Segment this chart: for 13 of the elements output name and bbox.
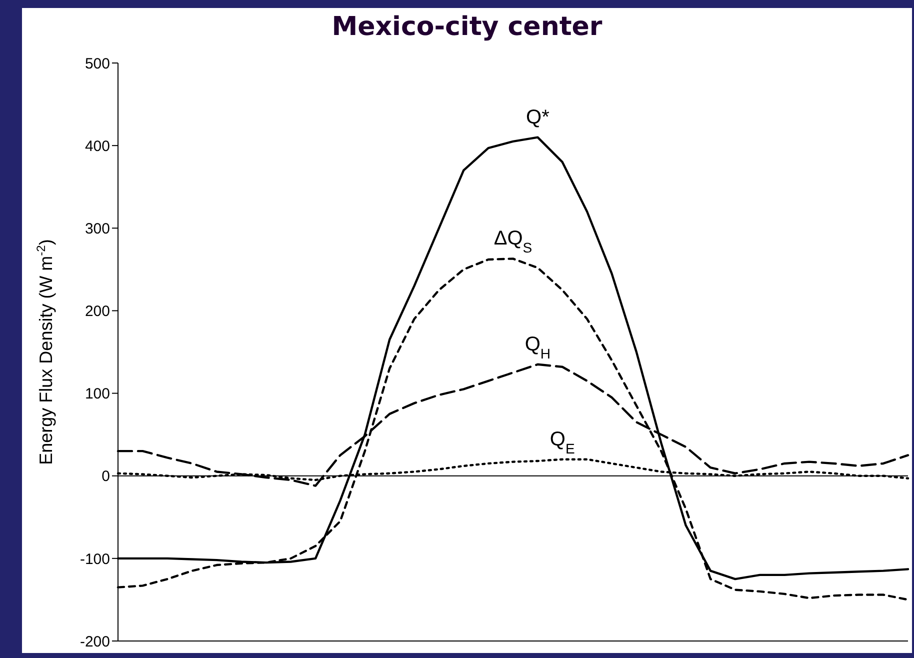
series-label: Q* — [526, 106, 550, 128]
y-tick-label: 300 — [84, 220, 110, 238]
y-tick-label: -100 — [80, 550, 110, 568]
y-tick-label: -200 — [80, 633, 110, 650]
y-tick-label: 200 — [84, 303, 110, 320]
chart-title: Mexico-city center — [330, 12, 604, 42]
series-label: Q$_{H}$ — [524, 333, 551, 362]
y-tick-label: 0 — [102, 468, 110, 486]
series-label: ΔQ$_{S}$ — [494, 228, 532, 256]
series-label: Q$_{E}$ — [550, 428, 575, 456]
y-tick-label: 100 — [84, 386, 110, 403]
y-tick-label: 400 — [84, 138, 110, 155]
y-tick-label: 500 — [84, 55, 110, 72]
